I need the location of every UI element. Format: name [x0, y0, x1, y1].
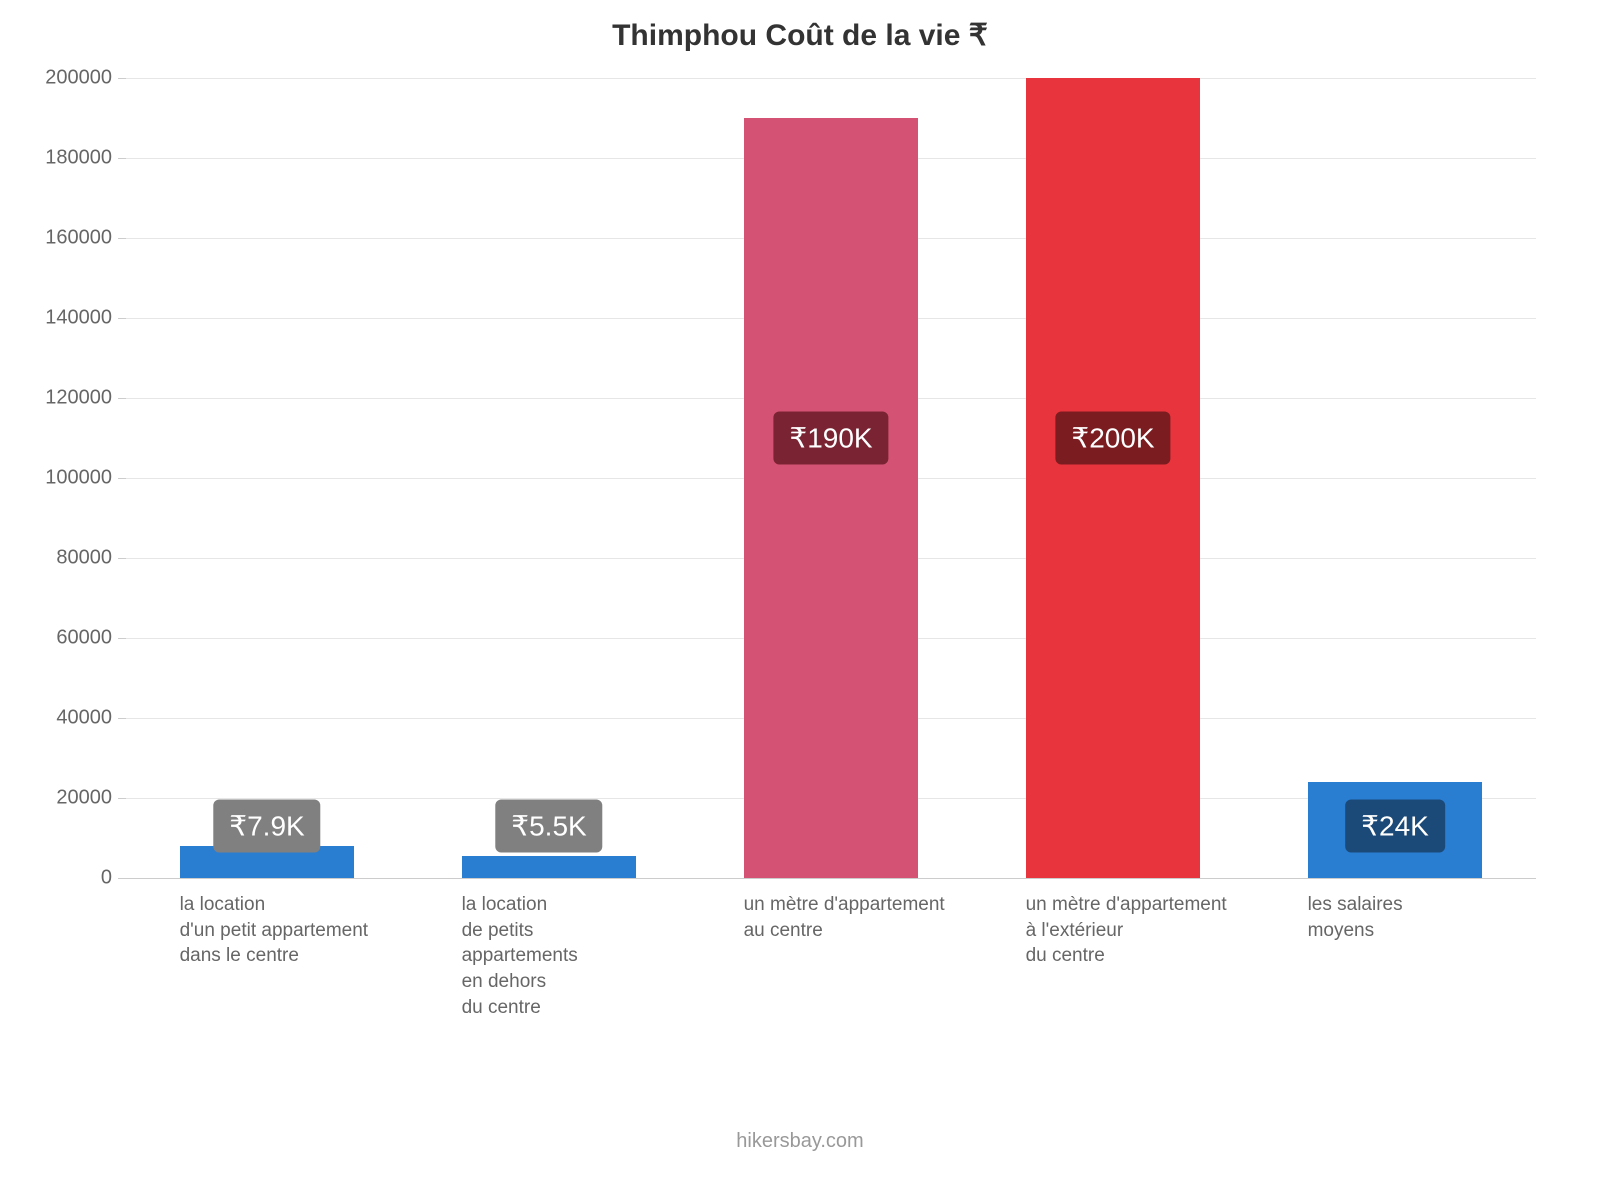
y-tick-label: 100000 [45, 467, 126, 490]
x-axis-label: les salaires moyens [1308, 878, 1523, 943]
chart-container: Thimphou Coût de la vie ₹ 02000040000600… [0, 0, 1600, 1200]
y-tick-label: 0 [101, 867, 126, 890]
bar [462, 856, 637, 878]
y-tick-label: 80000 [56, 547, 126, 570]
plot-area: 0200004000060000800001000001200001400001… [126, 78, 1536, 878]
value-badge: ₹190K [773, 412, 888, 465]
bar [1026, 78, 1201, 878]
value-badge: ₹5.5K [495, 800, 602, 853]
y-tick-label: 200000 [45, 67, 126, 90]
x-axis-label: la location d'un petit appartement dans … [180, 878, 395, 969]
y-tick-label: 40000 [56, 707, 126, 730]
y-tick-label: 120000 [45, 387, 126, 410]
bar [744, 118, 919, 878]
value-badge: ₹200K [1055, 412, 1170, 465]
y-tick-label: 140000 [45, 307, 126, 330]
x-axis-label: un mètre d'appartement à l'extérieur du … [1026, 878, 1241, 969]
value-badge: ₹24K [1345, 800, 1445, 853]
y-tick-label: 60000 [56, 627, 126, 650]
chart-title: Thimphou Coût de la vie ₹ [0, 18, 1600, 53]
grid-line [126, 78, 1536, 79]
y-tick-label: 160000 [45, 227, 126, 250]
y-tick-label: 180000 [45, 147, 126, 170]
x-axis-label: un mètre d'appartement au centre [744, 878, 959, 943]
value-badge: ₹7.9K [213, 800, 320, 853]
x-axis-label: la location de petits appartements en de… [462, 878, 677, 1020]
chart-footer: hikersbay.com [0, 1130, 1600, 1153]
y-tick-label: 20000 [56, 787, 126, 810]
